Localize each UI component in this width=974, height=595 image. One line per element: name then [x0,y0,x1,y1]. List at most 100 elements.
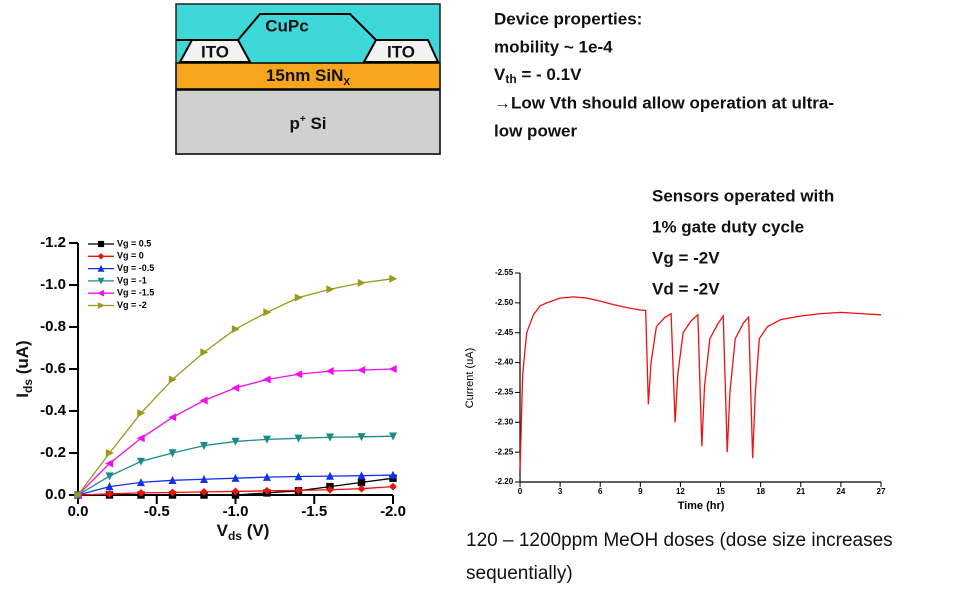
marker [231,473,240,482]
y-tick-label: -2.45 [495,328,514,337]
caption: sequentially) [466,563,573,584]
y-tick-label: -2.50 [495,298,514,307]
x-tick-label: 12 [676,487,685,496]
x-tick-label: 6 [598,487,603,496]
legend-marker [97,240,105,248]
legend-marker [97,302,105,309]
caption: 120 – 1200ppm MeOH doses (dose size incr… [466,530,893,551]
sensor-note: Vd = -2V [652,279,720,298]
sinx-label: 15nm SiNX [266,66,350,87]
legend-marker [97,277,105,285]
text-sub: th [505,72,516,86]
marker [388,470,398,479]
marker [294,293,303,302]
marker [168,413,177,422]
label-part: (V) [242,521,269,540]
y-tick-label: -1.2 [40,234,66,251]
x-tick-label: -0.5 [144,503,170,520]
marker [325,367,334,376]
marker [105,459,114,468]
marker [294,434,303,443]
marker [231,437,240,446]
text-part: = - 0.1V [517,65,582,84]
legend-marker [97,264,105,272]
marker [137,488,145,497]
y-tick-label: -2.30 [495,417,514,426]
x-tick-label: 18 [756,487,765,496]
marker [357,433,366,442]
marker [168,449,177,458]
y-tick-label: -2.35 [495,388,514,397]
cupc-outline [176,13,377,41]
legend-label: Vg = -1 [117,275,147,285]
marker [168,488,177,497]
marker [388,364,397,374]
marker [262,375,271,384]
properties-line: low power [494,121,578,140]
ito-label: ITO [387,42,415,61]
marker [262,472,272,481]
marker [200,487,208,496]
substrate-label: p+ Si [289,114,326,134]
marker [388,432,398,441]
label-sub: ds [228,529,242,543]
marker [136,434,145,443]
marker [262,435,272,444]
label-part: I [13,393,32,398]
ito-label: ITO [201,42,229,61]
x-tick-label: 21 [796,487,805,496]
marker [105,472,114,481]
marker [200,348,209,357]
x-tick-label: 0 [518,487,523,496]
label-part: Si [306,114,327,133]
label-part: p [289,114,299,133]
x-tick-label: 27 [877,487,886,496]
marker [294,472,303,481]
legend-marker [97,252,105,260]
label-part: (uA) [13,340,32,379]
legend-label: Vg = 0.5 [117,238,151,248]
marker [199,441,209,450]
legend-label: Vg = 0 [117,251,144,261]
marker [263,486,271,495]
marker [389,274,398,283]
legend-label: Vg = -2 [117,300,147,310]
properties-line: →Low Vth should allow operation at ultra… [494,93,834,112]
marker [357,471,366,480]
y-axis-label: Current (uA) [464,348,476,409]
x-axis-label: Time (hr) [678,500,725,512]
x-tick-label: -1.0 [223,503,249,520]
sensor-note: Vg = -2V [652,248,720,267]
x-tick-label: -1.5 [301,503,327,520]
marker [263,308,272,317]
label-sub: ds [21,379,35,393]
label-sub: X [343,77,350,88]
marker [357,278,366,287]
y-tick-label: -2.40 [495,358,514,367]
marker [136,478,146,487]
marker [389,482,397,491]
marker [325,433,335,442]
marker [74,490,83,500]
marker [326,285,335,294]
marker [136,457,146,466]
text-part: V [494,65,506,84]
x-tick-label: 24 [836,487,845,496]
series-line [519,296,882,471]
y-tick-label: 0.0 [45,486,66,503]
legend-marker [97,289,105,297]
marker [357,366,366,375]
marker [105,482,114,491]
label-sup: + [300,114,306,125]
label-part: V [217,521,229,540]
y-axis-label: Ids (uA) [13,340,35,397]
diagram-border [175,3,441,155]
x-axis-label: Vds (V) [217,521,270,543]
marker [294,486,303,495]
y-tick-label: -0.2 [40,444,66,461]
sensor-note: Sensors operated with [652,186,834,205]
y-tick-label: -2.20 [495,477,514,486]
y-tick-label: -2.25 [495,447,514,456]
marker [105,448,114,458]
